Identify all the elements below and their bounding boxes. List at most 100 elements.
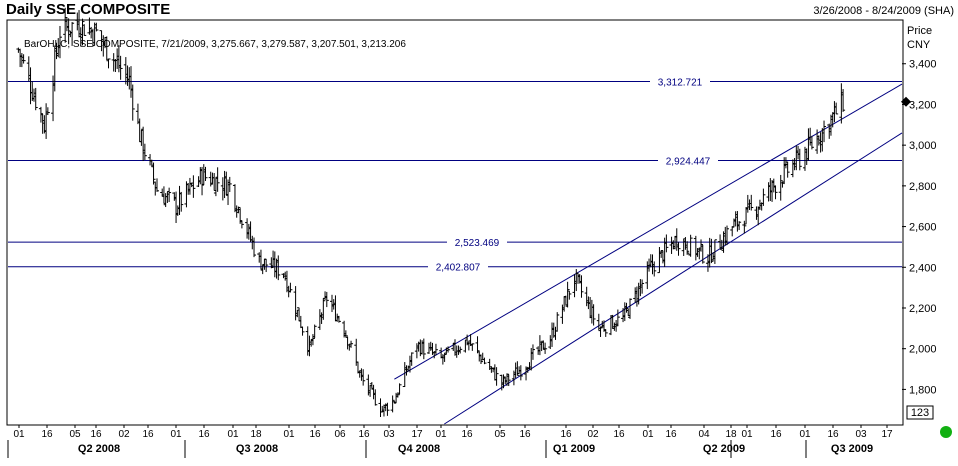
ohlc-bar [537,335,542,356]
plot-area-frame [6,19,904,426]
ohlc-bar [167,187,172,203]
ohlc-bar [227,176,232,192]
level-label-bg [658,154,718,167]
ohlc-bar [336,315,341,323]
ohlc-bar [252,237,257,258]
ohlc-bar [475,336,480,354]
x-day-label: 17 [881,429,893,440]
ohlc-bar [321,298,326,320]
ohlc-bar [404,365,409,376]
ohlc-bar [421,338,426,360]
y-tick-label: 2,600 [909,222,937,234]
ohlc-info-readout: BarOHLC, SSE COMPOSITE, 7/21/2009, 3,275… [24,39,406,50]
y-tick-label: 1,800 [909,384,937,396]
x-quarter-label: Q3 2008 [236,443,278,455]
ohlc-bar [494,367,499,386]
ohlc-bar [264,258,269,273]
x-axis: 01 16 05 16 02 16 01 16 01 18 01 16 06 16 03 17 01 16 05 16… [7,424,903,458]
x-quarter-label: Q2 2009 [703,443,745,455]
ohlc-bar [409,352,414,366]
ohlc-bar [504,373,509,386]
status-indicator-icon [940,426,952,438]
ohlc-bar [458,346,463,354]
ohlc-bar [652,261,657,277]
level-label: 2,402.807 [436,263,481,274]
ohlc-bar [208,171,213,187]
y-axis: 1,800 2,000 2,200 2,400 2,600 2,800 3,000 3,200… [902,59,937,396]
ohlc-bar [737,221,742,231]
ohlc-bar [200,166,205,196]
ohlc-bar [482,357,487,365]
x-day-label: 01 [170,429,182,440]
x-day-label: 16 [41,429,53,440]
ohlc-bar [239,220,244,229]
ohlc-bar [709,238,714,264]
ohlc-bar [506,374,511,387]
level-label: 3,312.721 [658,78,703,89]
last-price-marker [901,96,911,107]
ohlc-bars [16,7,846,418]
ohlc-bar [797,148,802,171]
x-quarter-label: Q2 2008 [78,443,120,455]
x-day-label: 01 [642,429,654,440]
ohlc-bar [699,239,704,252]
x-day-label: 18 [725,429,737,440]
ohlc-bar [288,282,293,293]
ohlc-bar [615,309,620,327]
ohlc-bar [80,18,85,46]
ohlc-bar [373,389,378,406]
ohlc-bar [310,334,315,346]
x-quarter-label: Q4 2008 [398,443,440,455]
ohlc-bar [433,343,438,356]
ohlc-bar [203,166,208,181]
ohlc-bar [822,120,827,143]
level-label-bg [428,260,488,273]
ohlc-bar [603,329,608,337]
ohlc-bar [742,220,747,234]
ohlc-bar [385,402,390,416]
x-day-label: 05 [494,429,506,440]
ohlc-bar [725,225,730,246]
x-quarter-label: Q3 2009 [831,443,873,455]
y-tick-label: 2,200 [909,303,937,315]
ohlc-bar [390,395,395,413]
ohlc-bar [57,25,62,59]
ohlc-bar [627,298,632,319]
x-day-label: 16 [827,429,839,440]
ohlc-bar [94,22,99,32]
ohlc-bar [276,255,281,281]
ohlc-bar [834,102,839,115]
x-day-label: 01 [283,429,295,440]
ohlc-bar [712,239,717,264]
ohlc-bar [841,89,846,112]
ohlc-bar [21,54,26,64]
ohlc-bar [518,365,523,381]
y-tick-label: 2,000 [909,344,937,356]
x-day-label: 01 [435,429,447,440]
x-day-label: 16 [665,429,677,440]
ohlc-bar [688,234,693,257]
ohlc-bar [478,354,483,364]
ohlc-bar [676,242,681,256]
x-day-label: 01 [13,429,25,440]
x-day-label: 16 [358,429,370,440]
chart-title: Daily SSE COMPOSITE [6,1,170,18]
x-day-label: 06 [334,429,346,440]
ohlc-bar [785,161,790,178]
x-day-label: 16 [560,429,572,440]
horizontal-levels: 3,312.721 2,924.447 2,523.469 2,402.807 [8,75,902,274]
corner-label: 123 [911,407,929,419]
ohlc-bar [579,275,584,298]
ohlc-bar [530,344,535,360]
ohlc-bar [300,326,305,336]
x-day-label: 17 [411,429,423,440]
x-day-label: 02 [587,429,599,440]
x-day-label: 01 [227,429,239,440]
ohlc-bar [45,107,50,116]
ohlc-bar [70,22,75,46]
corner-box [906,405,934,420]
ohlc-bar [343,330,348,338]
ohlc-bar [82,24,87,36]
ohlc-bar [106,58,111,69]
